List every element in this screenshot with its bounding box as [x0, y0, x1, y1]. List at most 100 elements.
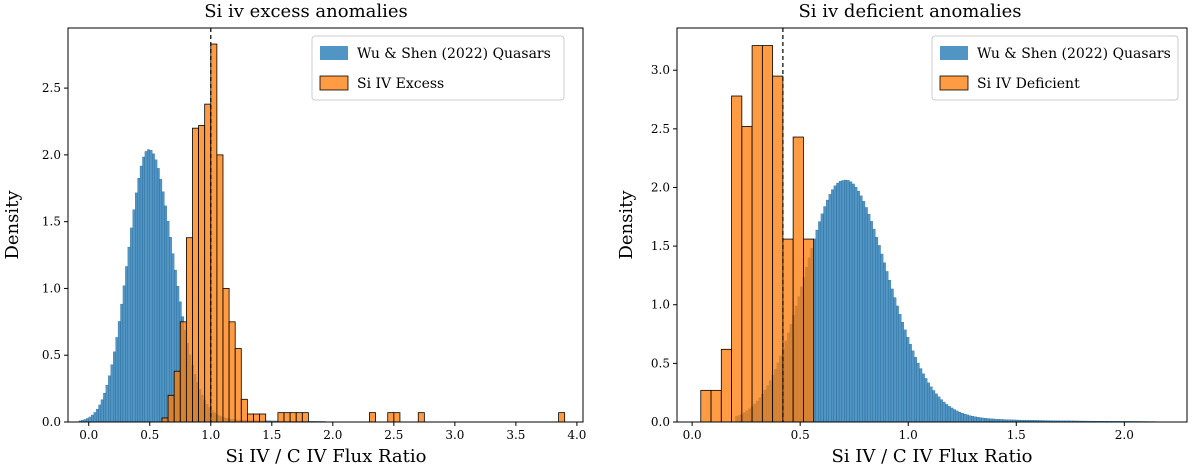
left-legend-label-excess: Si IV Excess	[357, 76, 444, 92]
left-x-axis-label: Si IV / C IV Flux Ratio	[226, 446, 427, 467]
quasar-histogram-bar	[906, 337, 910, 423]
anomaly-histogram-bar	[393, 412, 401, 423]
anomaly-histogram-bar	[228, 321, 236, 423]
y-tick-label: 2.5	[42, 81, 61, 95]
quasar-histogram-bar	[859, 195, 863, 423]
quasar-histogram-bar	[934, 393, 938, 423]
quasar-histogram-bar	[125, 266, 128, 423]
quasar-histogram-bar	[870, 221, 873, 423]
quasar-histogram-bar	[166, 221, 170, 423]
left-legend: Wu & Shen (2022) Quasars Si IV Excess	[311, 35, 565, 101]
quasar-histogram-bar	[898, 314, 902, 423]
x-tick-label: 2.5	[384, 428, 403, 442]
quasar-histogram-bar	[120, 303, 124, 423]
x-tick-label: 4.0	[567, 428, 586, 442]
quasar-histogram-bar	[966, 414, 969, 423]
quasar-histogram-bar	[95, 408, 99, 423]
anomaly-histogram-bar	[558, 412, 566, 423]
quasar-histogram-bar	[122, 285, 126, 423]
quasar-histogram-bar	[908, 344, 912, 423]
quasar-histogram-bar	[134, 192, 138, 423]
quasar-histogram-bar	[815, 229, 819, 423]
quasar-histogram-bar	[137, 177, 141, 423]
quasar-histogram-bar	[968, 415, 972, 423]
quasar-histogram-bar	[130, 227, 133, 423]
anomaly-histogram-bar	[240, 398, 248, 423]
quasar-histogram-bar	[115, 337, 119, 423]
left-legend-swatch-excess	[319, 75, 349, 91]
anomaly-histogram-bar	[216, 154, 224, 423]
quasar-histogram-bar	[877, 245, 881, 423]
quasar-histogram-bar	[914, 356, 917, 423]
anomaly-histogram-bar	[417, 412, 425, 423]
anomaly-histogram-bar	[179, 321, 187, 423]
quasar-histogram-bar	[846, 180, 850, 423]
quasar-histogram-bar	[836, 182, 840, 423]
anomaly-histogram-bar	[782, 238, 794, 423]
right-chart-title: Si iv deficient anomalies	[798, 1, 1021, 22]
quasar-histogram-bar	[100, 399, 104, 423]
y-tick-label: 1.5	[651, 239, 670, 253]
quasar-histogram-bar	[152, 153, 155, 423]
right-plot-frame	[676, 27, 1188, 423]
right-chart-panel: Si iv deficient anomalies 0.0 0.5 1.0 1.5 2.…	[616, 1, 1188, 467]
anomaly-histogram-bar	[369, 412, 376, 423]
left-legend-swatch-quasars	[320, 46, 348, 60]
quasar-histogram-bar	[93, 412, 97, 423]
right-x-axis: 0.0 0.5 1.0 1.5 2.0	[683, 422, 1134, 442]
anomaly-histogram-bar	[277, 412, 285, 423]
quasar-histogram-bar	[893, 297, 897, 423]
left-y-axis: 0.0 0.5 1.0 1.5 2.0 2.5	[42, 81, 68, 429]
y-tick-label: 2.0	[651, 180, 670, 194]
quasar-histogram-bar	[958, 411, 962, 423]
quasar-histogram-bar	[159, 178, 163, 423]
quasar-histogram-bar	[947, 406, 951, 423]
quasar-histogram-bar	[147, 149, 150, 423]
quasar-histogram-bar	[127, 246, 131, 423]
left-plot-frame	[67, 27, 584, 423]
quasar-histogram-bar	[91, 414, 94, 423]
quasar-histogram-bar	[828, 194, 832, 423]
right-legend-label-quasars: Wu & Shen (2022) Quasars	[977, 46, 1171, 62]
anomaly-histogram-bar	[222, 288, 230, 423]
quasar-histogram-bar	[156, 168, 160, 423]
quasar-histogram-bar	[841, 180, 845, 423]
quasar-histogram-bar	[984, 418, 988, 423]
quasar-histogram-bar	[978, 417, 982, 423]
quasar-histogram-bar	[890, 288, 894, 423]
quasar-histogram-bar	[872, 228, 876, 423]
quasar-histogram-bar	[940, 399, 943, 423]
quasar-histogram-bar	[945, 404, 949, 423]
anomaly-histogram-bar	[198, 125, 206, 423]
x-tick-label: 3.0	[445, 428, 464, 442]
anomaly-histogram-bar	[720, 348, 732, 423]
quasar-histogram-bar	[823, 206, 827, 423]
quasar-histogram-bar	[950, 407, 954, 423]
right-legend-box	[931, 35, 1179, 101]
left-legend-box	[311, 35, 565, 101]
anomaly-histogram-bar	[301, 412, 309, 423]
anomaly-histogram-bar	[731, 95, 743, 423]
anomaly-histogram-bar	[167, 394, 175, 423]
right-legend: Wu & Shen (2022) Quasars Si IV Deficient	[931, 35, 1179, 101]
right-x-axis-label: Si IV / C IV Flux Ratio	[832, 446, 1033, 467]
left-legend-label-quasars: Wu & Shen (2022) Quasars	[357, 46, 551, 62]
quasar-histogram-bar	[955, 410, 959, 423]
anomaly-histogram-bar	[283, 412, 291, 423]
right-y-axis-label: Density	[616, 190, 637, 260]
right-legend-swatch-quasars	[940, 46, 968, 60]
anomaly-histogram-bar	[741, 126, 753, 423]
quasar-histogram-bar	[857, 190, 860, 423]
y-tick-label: 1.5	[42, 215, 61, 229]
quasar-histogram-bar	[919, 368, 923, 423]
x-tick-label: 1.0	[899, 428, 918, 442]
quasar-histogram-bar	[942, 401, 946, 423]
anomaly-histogram-bar	[803, 238, 815, 423]
quasar-histogram-bar	[831, 189, 835, 423]
y-tick-label: 2.0	[42, 148, 61, 162]
quasar-histogram-bar	[103, 392, 106, 423]
anomaly-histogram-bar	[173, 370, 181, 423]
x-tick-label: 1.5	[1007, 428, 1026, 442]
quasar-histogram-bar	[132, 209, 136, 423]
anomaly-histogram-bar	[259, 413, 267, 423]
